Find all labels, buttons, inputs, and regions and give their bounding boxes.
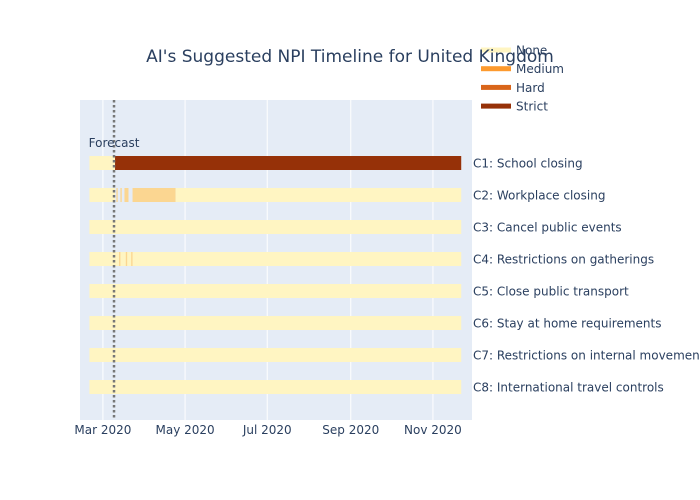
timeline-segment [124, 188, 129, 202]
legend-label: Strict [516, 100, 548, 114]
category-label: C6: Stay at home requirements [473, 317, 661, 331]
x-tick-label: Nov 2020 [404, 423, 462, 437]
timeline-segment [89, 348, 462, 362]
x-axis-ticks: Mar 2020 May 2020 Jul 2020 Sep 2020 Nov 2020 [74, 423, 461, 437]
timeline-segment [89, 380, 462, 394]
timeline-segment [89, 316, 462, 330]
legend-label: None [516, 44, 547, 58]
x-tick-label: Sep 2020 [322, 423, 379, 437]
timeline-bars [89, 156, 462, 394]
timeline-segment [116, 188, 118, 202]
timeline-segment [125, 252, 128, 266]
timeline-segment [89, 252, 462, 266]
legend-label: Hard [516, 81, 545, 95]
category-label: C8: International travel controls [473, 381, 664, 395]
category-label: C1: School closing [473, 157, 583, 171]
timeline-segment [89, 284, 462, 298]
x-tick-label: Jul 2020 [242, 423, 292, 437]
x-tick-label: Mar 2020 [74, 423, 131, 437]
timeline-segment [175, 188, 462, 202]
timeline-segment [131, 252, 133, 266]
forecast-label: Forecast [89, 136, 140, 150]
category-label: C2: Workplace closing [473, 189, 605, 203]
category-labels: C1: School closing C2: Workplace closing C… [473, 157, 700, 395]
legend-label: Medium [516, 62, 564, 76]
x-tick-label: May 2020 [155, 423, 214, 437]
timeline-segment [120, 188, 122, 202]
forecast-marker: Forecast [89, 100, 140, 420]
timeline-segment [115, 156, 462, 170]
legend: None Medium Hard Strict [481, 44, 564, 114]
legend-swatch [481, 84, 511, 90]
category-label: C7: Restrictions on internal movement [473, 349, 700, 363]
legend-swatch [481, 103, 511, 109]
category-label: C4: Restrictions on gatherings [473, 253, 654, 267]
legend-swatch [481, 47, 511, 53]
timeline-segment [89, 220, 462, 234]
category-label: C5: Close public transport [473, 285, 629, 299]
legend-swatch [481, 66, 511, 72]
category-label: C3: Cancel public events [473, 221, 622, 235]
chart-title: AI's Suggested NPI Timeline for United K… [146, 47, 554, 67]
timeline-segment [119, 252, 121, 266]
timeline-segment [132, 188, 176, 202]
timeline-segment [89, 156, 116, 170]
timeline-segment [89, 188, 116, 202]
